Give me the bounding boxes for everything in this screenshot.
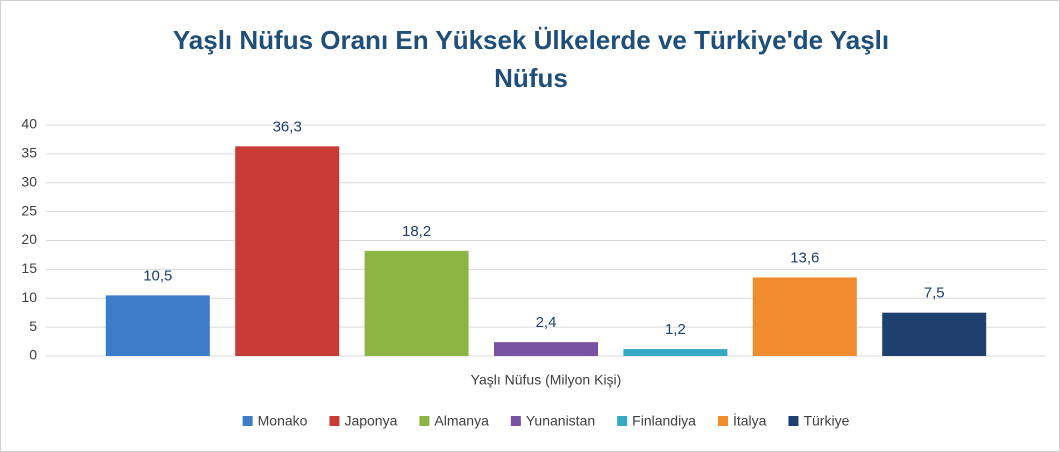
y-tick-label: 40: [21, 116, 37, 132]
legend-marker: [419, 416, 430, 426]
y-tick-label: 20: [21, 231, 37, 247]
legend-label: Almanya: [434, 413, 489, 429]
bar: [364, 250, 469, 356]
legend-label: Japonya: [344, 413, 397, 429]
legend-label: Yunanistan: [526, 413, 595, 429]
y-tick-label: 35: [21, 145, 37, 161]
legend-marker: [242, 416, 253, 426]
y-tick-label: 25: [21, 202, 37, 218]
legend-marker: [510, 416, 521, 426]
legend-label: Türkiye: [803, 413, 849, 429]
bar: [494, 342, 598, 356]
value-label: 10,5: [143, 267, 172, 284]
legend-marker: [788, 416, 799, 426]
legend-label: İtalya: [733, 412, 767, 429]
legend-label: Finlandiya: [632, 413, 696, 429]
y-tick-label: 30: [21, 173, 37, 189]
y-tick-label: 10: [21, 289, 37, 305]
bar: [235, 146, 340, 356]
bar: [623, 349, 728, 356]
bar: [105, 295, 210, 356]
bar: [882, 312, 987, 356]
legend-marker: [329, 416, 340, 426]
x-tick-label: Yaşlı Nüfus (Milyon Kişi): [471, 372, 622, 388]
value-label: 13,6: [790, 249, 819, 266]
value-label: 1,2: [665, 321, 686, 338]
chart-title: Yaşlı Nüfus Oranı En Yüksek Ülkelerde ve…: [172, 25, 890, 93]
legend-marker: [617, 416, 628, 426]
legend-label: Monako: [258, 413, 308, 429]
value-label: 7,5: [924, 285, 945, 302]
y-tick-label: 0: [29, 347, 37, 363]
legend-marker: [717, 416, 728, 426]
y-tick-label: 15: [21, 260, 37, 276]
value-label: 18,2: [402, 223, 431, 240]
y-tick-label: 5: [29, 318, 37, 334]
bar: [752, 277, 857, 356]
value-label: 36,3: [273, 118, 302, 135]
value-label: 2,4: [536, 314, 557, 331]
